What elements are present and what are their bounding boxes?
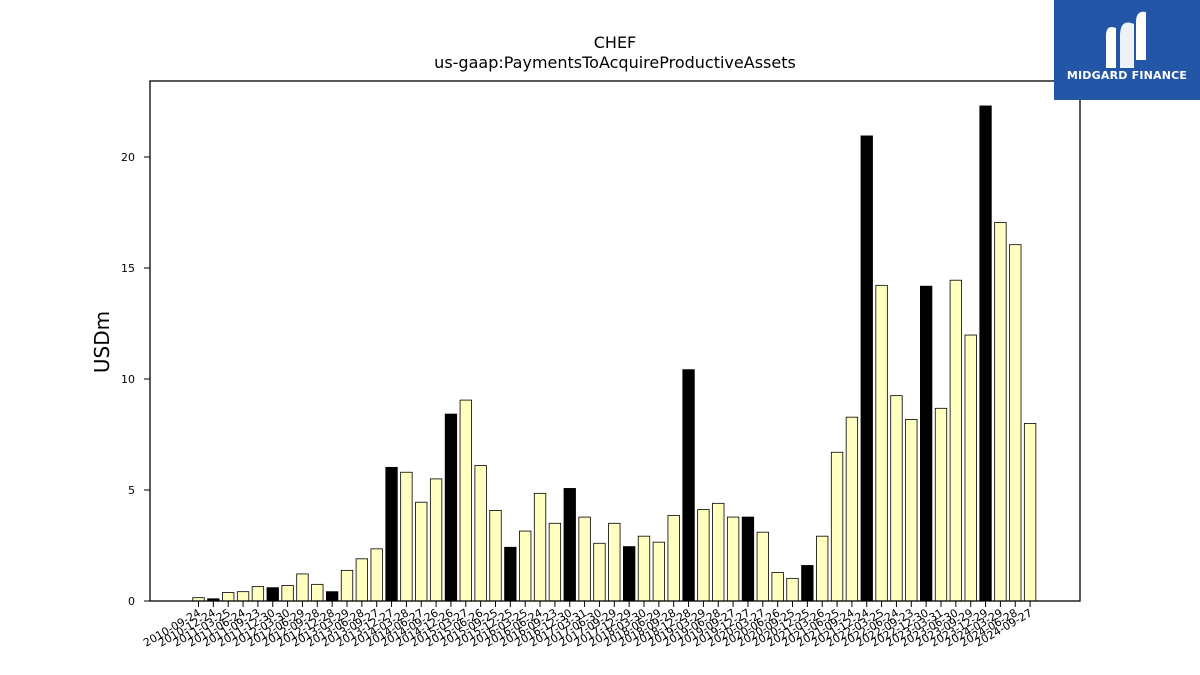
bar-2011-03-25 [222,592,235,602]
bar-2022-03-25 [875,284,888,602]
bar-2017-09-29 [608,522,621,602]
bar-2016-09-23 [548,522,562,602]
bar-2023-12-29 [979,105,992,602]
y-axis-ticks: 0 5 10 15 20 [121,151,150,608]
bar-2019-09-27 [726,516,740,602]
bar-2013-03-29 [340,569,354,602]
x-axis-ticks: 2010-09-242010-12-242011-03-252011-06-24… [141,601,1035,650]
logo-text: MIDGARD FINANCE [1066,69,1188,82]
midgard-finance-logo: MIDGARD FINANCE [1054,0,1200,100]
bar-2012-03-30 [281,585,294,602]
bar-2019-12-27 [741,516,755,602]
plot-frame [149,80,1081,602]
bar-2017-06-30 [593,542,606,602]
y-tick-label: 20 [121,151,135,164]
bar-2016-06-24 [533,492,547,602]
bar-2021-06-25 [830,451,844,602]
bar-2020-09-25 [786,577,799,602]
bar-2012-12-28 [325,591,339,602]
bar-2018-09-28 [667,515,680,602]
bar-2019-03-29 [697,509,710,602]
chart-subtitle: us-gaap:PaymentsToAcquireProductiveAsset… [434,53,796,72]
bar-2022-06-24 [890,395,903,602]
bar-2014-09-26 [429,478,443,602]
bar-2022-09-23 [905,418,918,602]
bar-2016-03-25 [519,530,532,602]
bar-2014-03-28 [400,471,413,602]
bar-2011-06-24 [236,591,250,602]
y-tick-label: 0 [128,595,135,608]
bar-2023-09-29 [964,334,977,602]
bar-2020-03-27 [756,531,769,602]
bar-2020-06-26 [771,572,784,602]
bar-2018-06-29 [652,541,665,602]
bar-series [192,105,1037,602]
logo-mark-icon [1106,11,1146,68]
bar-2015-06-26 [474,465,487,602]
bar-2023-06-30 [949,279,962,602]
bar-2023-03-31 [934,407,948,602]
bar-2022-12-30 [920,285,933,602]
bar-2013-06-28 [355,558,369,602]
bar-2013-12-27 [385,466,398,602]
bar-2024-06-28 [1009,244,1022,602]
chart-title: CHEF [594,33,637,52]
y-tick-label: 15 [121,262,135,275]
bar-2015-03-27 [459,399,472,602]
bar-2021-12-24 [860,135,873,602]
bar-2017-03-31 [578,516,591,602]
bar-2016-12-30 [563,488,576,602]
y-axis-label: USDm [90,311,114,373]
bar-2024-03-29 [994,222,1007,602]
bar-2011-12-30 [266,587,279,602]
bar-2021-03-26 [816,535,829,602]
bar-2021-09-24 [845,416,859,602]
bar-2018-03-30 [637,535,651,602]
bar-2019-06-28 [712,502,725,602]
bar-2014-06-27 [415,501,428,602]
bar-2015-09-25 [489,510,502,602]
bar-2017-12-29 [623,546,636,602]
y-tick-label: 5 [128,484,135,497]
bar-2015-12-25 [504,546,517,602]
bar-2012-06-29 [296,573,309,602]
y-tick-label: 10 [121,373,135,386]
bar-2011-09-23 [251,586,265,602]
bar-2018-12-28 [682,369,695,602]
bar-2012-09-28 [311,583,324,602]
bar-2014-12-26 [444,413,458,602]
bar-2013-09-27 [370,548,383,602]
bar-2020-12-25 [801,565,814,602]
bar-2024-09-27 [1023,422,1037,602]
